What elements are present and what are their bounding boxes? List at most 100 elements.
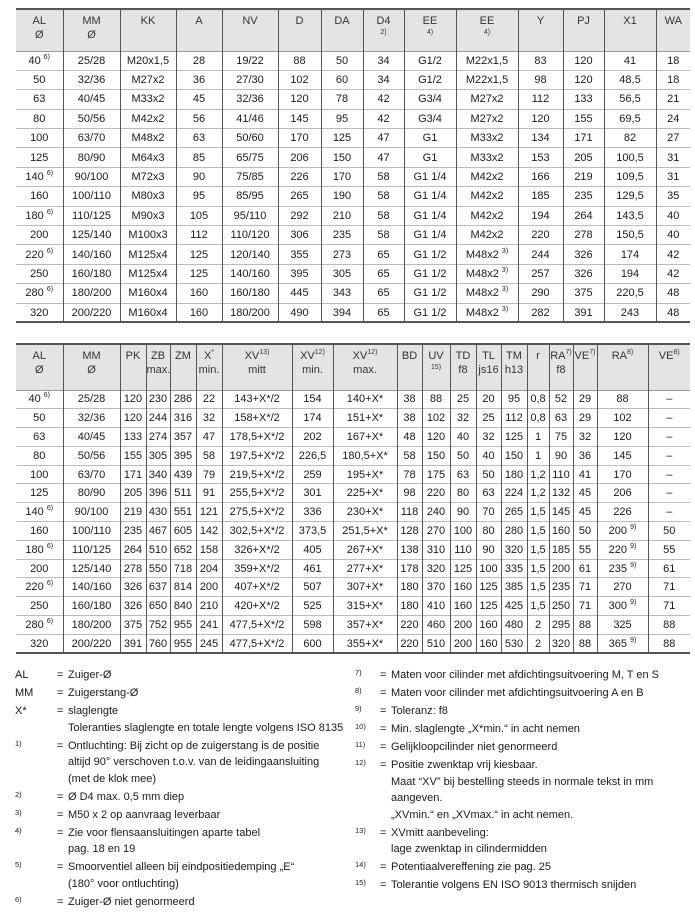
footnote-ref: 6) xyxy=(43,53,51,61)
table-cell: 88 xyxy=(647,615,690,635)
table-cell: 45 xyxy=(572,502,597,522)
table-cell: 38 xyxy=(396,390,422,409)
header-footnote-ref: 7) xyxy=(565,349,572,356)
cell-value: 40 xyxy=(28,393,41,406)
footnote-ref: 6) xyxy=(46,505,54,513)
footnote-item: 9) = Toleranz: f8 xyxy=(355,703,690,720)
table-cell: 405 xyxy=(291,540,333,560)
table-cell: 245 xyxy=(195,634,222,654)
table-cell: 50 xyxy=(647,521,690,541)
cell-value: M48x2 xyxy=(465,287,499,300)
column-header: DA xyxy=(320,9,363,51)
header-footnote-ref: 4) xyxy=(483,29,491,36)
table-cell: 302,5+X*/2 xyxy=(221,521,292,541)
footnote-key: MM xyxy=(15,687,34,699)
table-cell: 50/56 xyxy=(62,109,120,129)
table-cell: M48x2 3) xyxy=(455,283,518,304)
column-header: Y xyxy=(517,9,563,51)
footnote-key: 15) xyxy=(355,878,366,887)
table-cell: 278 xyxy=(119,559,146,578)
table-cell: 125 xyxy=(500,427,527,447)
table-cell: 202 xyxy=(291,427,333,447)
equals-sign: = xyxy=(380,687,387,699)
table-cell: 120/140 xyxy=(221,244,278,265)
table-cell: 41 xyxy=(603,51,656,71)
table-cell: 110/125 xyxy=(62,206,120,226)
column-header: ZM xyxy=(169,344,196,390)
table-cell: 180/200 xyxy=(62,615,120,635)
header-footnote-ref: 8) xyxy=(673,349,680,356)
column-header: XV12) min. xyxy=(291,344,333,390)
equals-sign: = xyxy=(380,741,387,753)
table-cell: 511 xyxy=(169,483,196,503)
table-cell: 110/120 xyxy=(221,225,278,245)
table-cell: M48x2 3) xyxy=(455,244,518,265)
header-footnote-ref: 2) xyxy=(380,29,387,36)
table-cell: 88 xyxy=(572,634,597,654)
table-cell: 125 xyxy=(449,559,476,578)
table-cell: 178 xyxy=(396,559,422,578)
table-cell: 1,5 xyxy=(526,521,549,541)
table-cell: 63 xyxy=(33,430,46,443)
table-cell: 277+X* xyxy=(332,559,397,578)
table-row: 160 100/110 M80x3 95 85/95 265 190 58 G1 1/4 M42x… xyxy=(16,186,690,207)
footnote-ref: 6) xyxy=(46,617,54,625)
table-cell: M33x2 xyxy=(119,89,176,110)
column-header: r xyxy=(526,344,549,390)
table-cell: 315+X* xyxy=(332,596,397,616)
table-cell: 365 9) xyxy=(596,634,648,654)
table-cell: 63/70 xyxy=(62,465,120,484)
table-cell: 160 xyxy=(548,521,573,541)
table-cell: M42x2 xyxy=(455,206,518,226)
table-cell: 140 6) xyxy=(16,503,63,522)
table-cell: 47 xyxy=(195,427,222,447)
table-cell: 275,5+X*/2 xyxy=(221,502,292,522)
table-cell: 98 xyxy=(396,483,422,503)
table-cell: 550 xyxy=(145,559,170,578)
equals-sign: = xyxy=(57,669,64,681)
table-cell: G3/4 xyxy=(403,89,456,110)
table-cell: 235 xyxy=(548,577,573,597)
table-cell: 598 xyxy=(291,615,333,635)
footnote-line: Zuigerstang-Ø xyxy=(68,687,139,699)
table-cell: 637 xyxy=(145,577,170,597)
table-cell: 125 xyxy=(175,264,222,284)
header-sublabel: min. xyxy=(198,364,220,376)
table-cell: 306 xyxy=(277,225,321,245)
table-cell: 530 xyxy=(500,634,527,654)
header-label: Y xyxy=(536,15,545,27)
header-label: DA xyxy=(334,15,350,27)
table-cell: 255,5+X*/2 xyxy=(221,483,292,503)
header-label: TD xyxy=(455,350,471,362)
table-cell: 752 xyxy=(145,615,170,635)
table-cell: 510 xyxy=(421,634,450,654)
table-cell: 40 6) xyxy=(16,390,63,409)
header-label: D xyxy=(295,15,304,27)
table-cell: 320 xyxy=(30,637,49,650)
table-cell: 180 xyxy=(396,596,422,616)
footnote-text: Maten voor cilinder met afdichtingsuitvo… xyxy=(391,685,644,702)
table-cell: 0,8 xyxy=(526,390,549,409)
table-cell: 134 xyxy=(517,128,563,148)
table-cell: 425 xyxy=(500,596,527,616)
table-cell: 40 6) xyxy=(16,51,63,70)
cell-value: 220 xyxy=(25,248,44,261)
table-cell: 220 6) xyxy=(16,245,63,264)
footnote-line: Ø D4 max. 0,5 mm diep xyxy=(68,790,185,803)
header-label: RA xyxy=(550,350,566,362)
table-cell: 22 xyxy=(195,390,222,409)
table-cell: – xyxy=(647,390,690,409)
equals-sign: = xyxy=(380,861,387,873)
table-cell: 325 xyxy=(596,615,648,635)
table-cell: 650 xyxy=(145,596,170,616)
column-header: PK xyxy=(119,344,146,390)
table-cell: 25/28 xyxy=(62,390,120,409)
table-cell: 70 xyxy=(475,502,501,522)
table-cell: 25 xyxy=(449,390,476,409)
table-cell: 200 xyxy=(30,229,49,242)
footnote-text: Ontluchting: Bij zicht op de zuigerstang… xyxy=(68,738,319,788)
footnote-text: Zuiger-Ø xyxy=(68,667,111,684)
header-label: XV xyxy=(352,350,368,362)
table-cell: 235 xyxy=(119,521,146,541)
footnote-item: 2) = Ø D4 max. 0,5 mm diep xyxy=(15,789,345,806)
